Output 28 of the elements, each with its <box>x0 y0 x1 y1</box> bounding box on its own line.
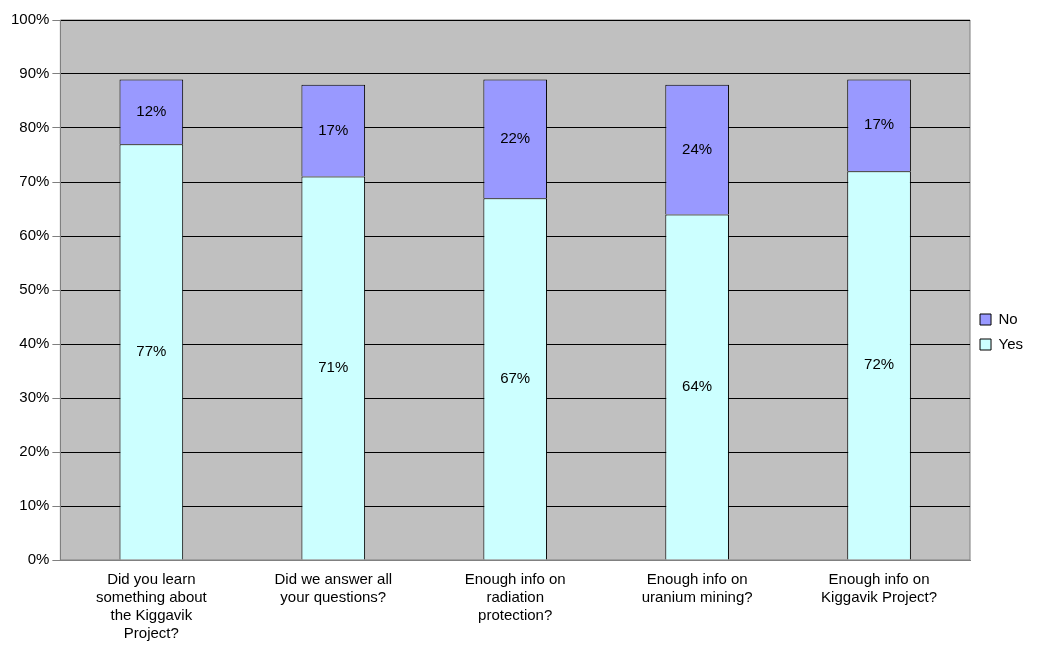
y-tick-label: 10% <box>19 496 50 514</box>
x-tick-label: Enough info on Kiggavik Project? <box>821 570 938 606</box>
y-tick-label: 80% <box>19 118 50 136</box>
y-tick-label: 0% <box>27 550 50 568</box>
data-label: 24% <box>682 139 713 157</box>
y-tick-label: 20% <box>19 442 50 460</box>
data-label: 17% <box>318 120 349 138</box>
y-tick-label: 40% <box>19 334 50 352</box>
data-label: 71% <box>318 358 349 376</box>
y-tick-label: 50% <box>19 280 50 298</box>
legend-label: No <box>998 309 1018 327</box>
data-label: 64% <box>682 377 713 395</box>
y-tick-label: 30% <box>19 388 50 406</box>
x-tick-label: Did we answer all your questions? <box>274 570 393 606</box>
y-tick-label: 70% <box>19 172 50 190</box>
x-tick-label: Enough info on uranium mining? <box>641 570 753 606</box>
data-label: 17% <box>864 115 895 133</box>
y-tick-label: 100% <box>10 10 50 28</box>
x-tick-label: Did you learn something about the Kiggavik Project? <box>95 570 208 642</box>
x-tick-label: Enough info on radiation protection? <box>464 570 566 624</box>
data-label: 22% <box>500 128 531 146</box>
data-label: 77% <box>136 341 167 359</box>
y-tick-label: 90% <box>19 64 50 82</box>
data-label: 12% <box>136 101 167 119</box>
y-tick-label: 60% <box>19 226 50 244</box>
data-label: 67% <box>500 368 531 386</box>
legend-label: Yes <box>998 334 1024 352</box>
data-label: 72% <box>864 355 895 373</box>
